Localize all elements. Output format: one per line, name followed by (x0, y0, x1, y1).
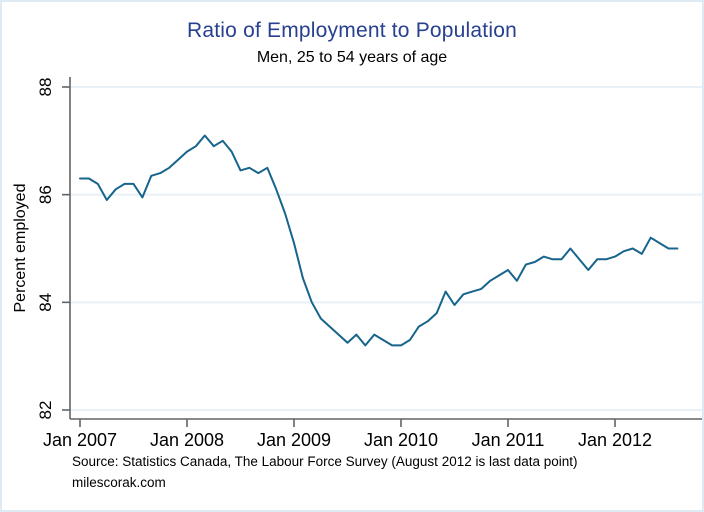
source-note: Source: Statistics Canada, The Labour Fo… (72, 454, 578, 469)
chart-subtitle: Men, 25 to 54 years of age (256, 49, 448, 66)
x-tick-label: Jan 2010 (364, 430, 438, 450)
y-tick-label: 84 (36, 293, 55, 312)
page-title: Ratio of Employment to Population (187, 19, 517, 42)
y-tick-label: 82 (36, 401, 55, 420)
y-tick-label: 86 (36, 185, 55, 204)
x-tick-label: Jan 2009 (257, 430, 331, 450)
x-tick-label: Jan 2012 (578, 430, 652, 450)
y-tick-label: 88 (36, 78, 55, 97)
attribution-note: milescorak.com (72, 475, 166, 490)
data-line (79, 134, 679, 347)
x-tick-label: Jan 2007 (43, 430, 117, 450)
y-axis-label: Percent employed (12, 184, 29, 313)
x-tick-label: Jan 2011 (472, 430, 545, 450)
x-tick-label: Jan 2008 (150, 430, 224, 450)
